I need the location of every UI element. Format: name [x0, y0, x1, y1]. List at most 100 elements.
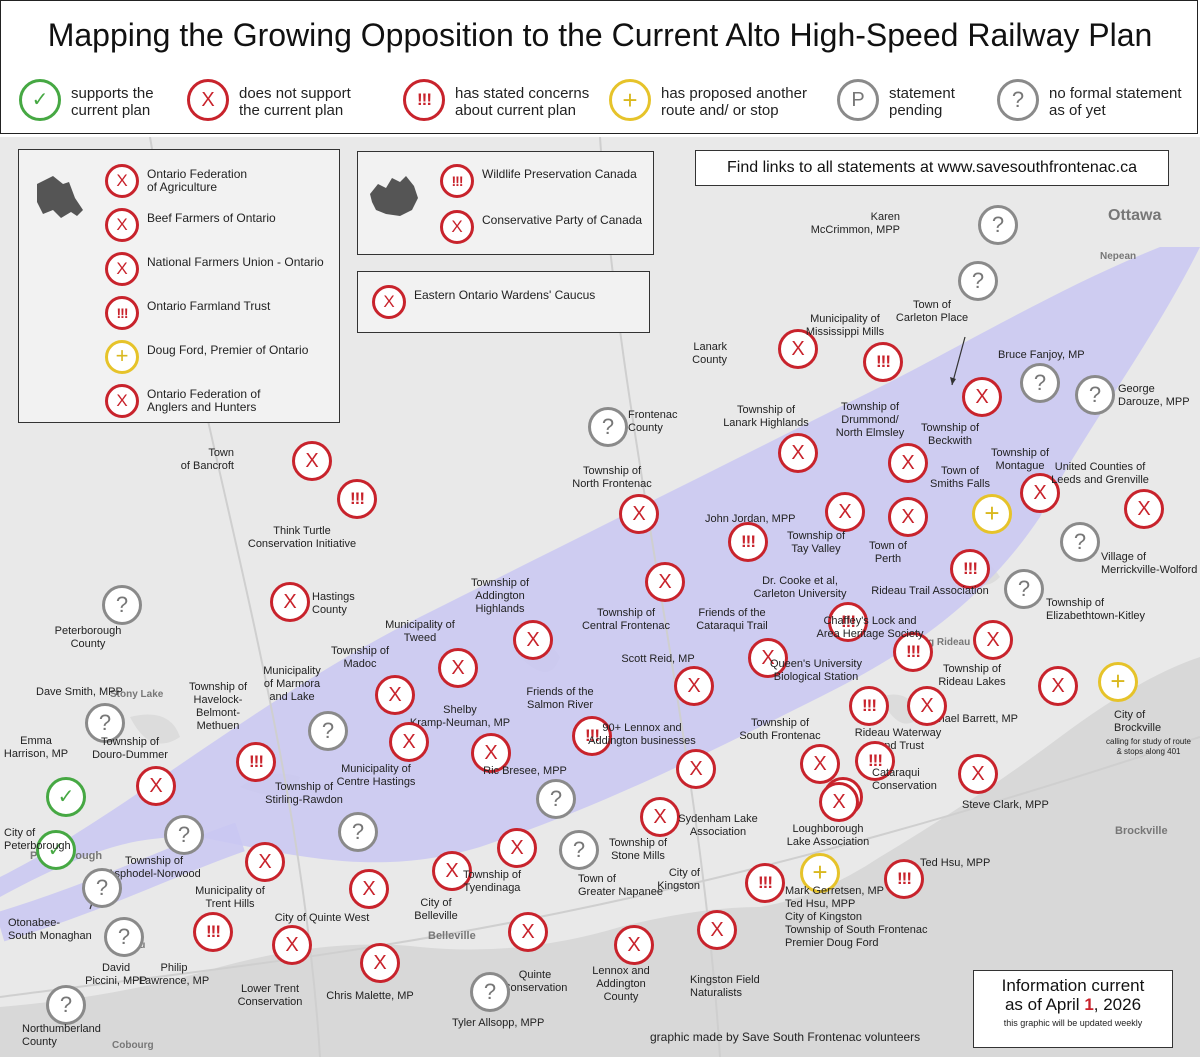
- marker-label: Township of Tyendinaga: [462, 869, 522, 894]
- marker-label: Town of Bancroft: [180, 447, 234, 472]
- exclamation-icon: !!!: [828, 602, 868, 642]
- marker-label: Town of Perth: [869, 540, 907, 565]
- statement-links-banner[interactable]: Find links to all statements at www.save…: [695, 150, 1169, 186]
- x-icon: X: [778, 329, 818, 369]
- question-icon: ?: [1075, 375, 1115, 415]
- info-date-prefix: as of April: [1004, 995, 1085, 1014]
- marker-label: Dave Smith, MPP: [36, 686, 123, 698]
- marker-label: Peterborough County: [54, 625, 122, 650]
- x-icon: X: [497, 828, 537, 868]
- check-icon: ✓: [46, 777, 86, 817]
- x-icon: X: [105, 164, 139, 198]
- plus-icon: +: [800, 853, 840, 893]
- city-label: Nepean: [1100, 251, 1137, 262]
- x-icon: X: [389, 722, 429, 762]
- exclamation-icon: !!!: [884, 859, 924, 899]
- marker-label: Township of Drummond/ North Elmsley: [835, 401, 905, 439]
- plus-icon: +: [1098, 662, 1138, 702]
- marker-label: Municipality of Tweed: [385, 619, 455, 644]
- plus-icon: +: [609, 79, 651, 121]
- exclamation-icon: !!!: [950, 549, 990, 589]
- marker-label: Philip Lawrence, MP: [138, 962, 210, 987]
- marker-label: Sydenham Lake Association: [678, 813, 758, 838]
- x-icon: X: [349, 869, 389, 909]
- marker-label: Township of North Frontenac: [572, 465, 652, 490]
- organization-name: Conservative Party of Canada: [482, 213, 643, 227]
- wardens-caucus-box: X Eastern Ontario Wardens' Caucus: [357, 271, 650, 333]
- exclamation-icon: !!!: [745, 863, 785, 903]
- marker-label: Chris Malette, MP: [326, 990, 414, 1002]
- canada-outline-icon: [370, 176, 418, 216]
- marker-label: Friends of the Cataraqui Trail: [696, 607, 768, 632]
- x-icon: X: [1020, 473, 1060, 513]
- marker-label: Otonabee- South Monaghan: [8, 917, 92, 942]
- legend-label: statement pending: [889, 85, 955, 119]
- marker-label: Shelby Kramp-Neuman, MP: [409, 704, 511, 729]
- marker-label: Michael Barrett, MP: [921, 713, 1018, 725]
- organization-name: Doug Ford, Premier of Ontario: [147, 343, 309, 357]
- marker-label: Loughborough Lake Association: [786, 823, 870, 848]
- plus-icon: +: [105, 340, 139, 374]
- question-icon: ?: [104, 917, 144, 957]
- organization-name: Ontario Federation of Anglers and Hunter…: [147, 387, 261, 414]
- marker-label: Queen's University Biological Station: [770, 658, 862, 683]
- x-icon: X: [958, 754, 998, 794]
- x-icon: X: [825, 492, 865, 532]
- marker-label: David Piccini, MPP: [85, 962, 147, 987]
- city-label: Belleville: [428, 930, 476, 942]
- brockville-note: calling for study of route & stops along…: [1106, 737, 1191, 756]
- question-icon: ?: [1004, 569, 1044, 609]
- marker-label: Tyler Allsopp, MPP: [452, 1017, 545, 1029]
- question-icon: ?: [978, 205, 1018, 245]
- marker-label: Lower Trent Conservation: [237, 983, 303, 1008]
- exclamation-icon: !!!: [193, 912, 233, 952]
- marker-label: Township of Lanark Highlands: [723, 404, 809, 429]
- marker-label: Town of Carleton Place: [895, 299, 969, 324]
- question-icon: ?: [102, 585, 142, 625]
- marker-label: City of Brockville: [1114, 709, 1162, 734]
- marker-label: Township of Madoc: [330, 645, 390, 670]
- city-label: Brockville: [1115, 825, 1168, 837]
- exclamation-icon: !!!: [440, 164, 474, 198]
- question-icon: ?: [308, 711, 348, 751]
- p-icon: P: [837, 79, 879, 121]
- exclamation-icon: !!!: [403, 79, 445, 121]
- marker-label: City of Quinte West: [274, 912, 370, 924]
- ontario-organizations-box: X Ontario Federation of Agriculture X Beef …: [18, 149, 340, 423]
- marker-label: Municipality of Centre Hastings: [336, 763, 416, 788]
- legend-label: no formal statement as of yet: [1049, 85, 1182, 119]
- x-icon: X: [432, 851, 472, 891]
- info-date-day: 1: [1084, 995, 1094, 1014]
- exclamation-icon: !!!: [855, 741, 895, 781]
- x-icon: X: [888, 443, 928, 483]
- marker-label: Municipality of Trent Hills: [195, 885, 265, 910]
- marker-label: Township of Montague: [990, 447, 1050, 472]
- x-icon: X: [1124, 489, 1164, 529]
- x-icon: X: [645, 562, 685, 602]
- marker-label: Rideau Trail Association: [871, 585, 989, 597]
- city-label: Stony Lake: [110, 689, 164, 700]
- exclamation-icon: !!!: [337, 479, 377, 519]
- x-icon: X: [748, 638, 788, 678]
- exclamation-icon: !!!: [863, 342, 903, 382]
- question-icon: ?: [958, 261, 998, 301]
- question-icon: ?: [82, 868, 122, 908]
- x-icon: X: [270, 582, 310, 622]
- check-icon: ✓: [36, 830, 76, 870]
- x-icon: X: [187, 79, 229, 121]
- x-icon: X: [778, 433, 818, 473]
- city-label: Cobourg: [112, 1040, 154, 1051]
- x-icon: X: [471, 733, 511, 773]
- question-icon: ?: [1060, 522, 1100, 562]
- map[interactable]: OttawaNepeanBrockvillePeterboroughBellev…: [0, 137, 1200, 1057]
- x-icon: X: [105, 384, 139, 418]
- x-icon: X: [907, 686, 947, 726]
- question-icon: ?: [470, 972, 510, 1012]
- city-label: Big Rideau Lake: [918, 637, 996, 648]
- marker-label: Ted Hsu, MPP: [920, 857, 991, 869]
- marker-label: Township of Stone Mills: [608, 837, 668, 862]
- marker-label: Township of Beckwith: [920, 422, 980, 447]
- marker-label: 90+ Lennox and Addington businesses: [588, 722, 696, 747]
- canada-organizations-box: !!! Wildlife Preservation Canada X Conserva…: [357, 151, 654, 255]
- legend-label: has stated concerns about current plan: [455, 85, 590, 119]
